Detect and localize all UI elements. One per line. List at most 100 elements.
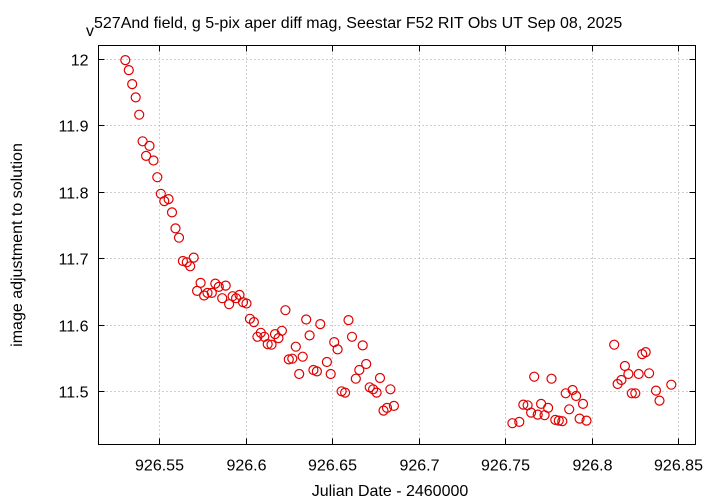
data-point (354, 364, 365, 376)
data-point (311, 366, 322, 377)
axis-ticks: 926.55 926.6 926.65 926.7 926.75 926.8 926.85 1… (59, 45, 703, 475)
data-point (321, 356, 332, 368)
data-point (574, 413, 585, 424)
data-point (199, 290, 210, 301)
data-point (332, 344, 343, 355)
data-point (134, 109, 145, 120)
data-point (173, 232, 185, 243)
y-tick-label: 12 (71, 53, 89, 70)
data-point (581, 415, 592, 426)
x-tick-label: 926.85 (654, 458, 703, 475)
data-point (241, 298, 252, 309)
data-point (301, 314, 312, 325)
plot-frame (98, 45, 696, 445)
data-point (248, 317, 259, 328)
data-point (152, 172, 163, 183)
data-point (170, 223, 181, 234)
data-point (210, 278, 221, 289)
data-point (368, 384, 379, 395)
x-tick-label: 926.65 (308, 458, 357, 475)
data-point (388, 400, 399, 411)
data-point (217, 293, 228, 304)
data-point (361, 358, 372, 370)
data-point (650, 385, 662, 396)
data-point (626, 388, 637, 399)
data-point (325, 368, 336, 380)
data-point (577, 398, 589, 409)
data-point (346, 331, 358, 342)
y-tick-label: 11.7 (59, 252, 89, 269)
data-point (643, 368, 655, 379)
data-point (378, 405, 389, 416)
x-axis-label: Julian Date - 2460000 (312, 483, 469, 500)
y-tick-label: 11.6 (59, 319, 89, 336)
data-point (202, 287, 213, 298)
x-tick-label: 926.7 (399, 458, 439, 475)
y-axis-label: image adjustment to solution (9, 143, 26, 347)
data-point (166, 207, 178, 218)
data-point (123, 64, 134, 76)
data-point (550, 414, 561, 425)
data-point (163, 194, 174, 205)
data-point (283, 354, 294, 365)
data-point (315, 319, 326, 330)
data-point (518, 399, 529, 410)
data-point (532, 409, 543, 420)
data-point (137, 136, 148, 147)
data-point (640, 347, 651, 358)
data-point (557, 416, 568, 427)
data-point (280, 305, 291, 316)
data-point (276, 325, 287, 336)
data-point (546, 373, 557, 384)
y-tick-label: 11.5 (59, 385, 89, 402)
data-point (120, 54, 131, 66)
data-point (381, 402, 393, 413)
data-point (570, 390, 582, 402)
data-point (529, 371, 540, 382)
data-point (630, 388, 641, 399)
data-point (553, 415, 564, 426)
data-point (654, 395, 665, 406)
data-point (525, 407, 537, 418)
data-point (666, 379, 677, 390)
data-point (560, 388, 571, 399)
data-point (141, 150, 152, 161)
data-point (220, 280, 231, 291)
data-point (371, 387, 382, 398)
grid (98, 45, 696, 445)
data-point (304, 330, 315, 341)
data-point (294, 368, 305, 380)
data-point (144, 140, 155, 151)
data-points (120, 54, 677, 429)
data-point (340, 387, 351, 398)
chart-title: v527And field, g 5-pix aper diff mag, Se… (86, 15, 622, 40)
data-point (374, 372, 386, 384)
data-point (262, 339, 273, 350)
data-point (127, 78, 138, 90)
data-point (633, 368, 644, 380)
data-point (206, 287, 217, 298)
data-point (567, 384, 578, 396)
data-point (287, 353, 298, 364)
data-point (266, 339, 277, 350)
data-point (213, 281, 224, 292)
data-point (357, 340, 368, 351)
x-tick-label: 926.55 (135, 458, 184, 475)
data-point (385, 384, 396, 395)
data-point (290, 341, 301, 352)
data-point (148, 155, 159, 166)
data-point (609, 339, 620, 350)
data-point (616, 374, 627, 386)
data-point (623, 368, 634, 380)
x-tick-label: 926.75 (481, 458, 530, 475)
data-point (297, 351, 308, 362)
y-tick-label: 11.9 (59, 119, 89, 136)
data-point (514, 416, 525, 427)
data-point (195, 277, 206, 288)
x-tick-label: 926.8 (572, 458, 612, 475)
y-tick-label: 11.8 (59, 186, 89, 203)
data-point (542, 402, 554, 413)
data-point (507, 418, 518, 429)
data-point (130, 92, 141, 103)
